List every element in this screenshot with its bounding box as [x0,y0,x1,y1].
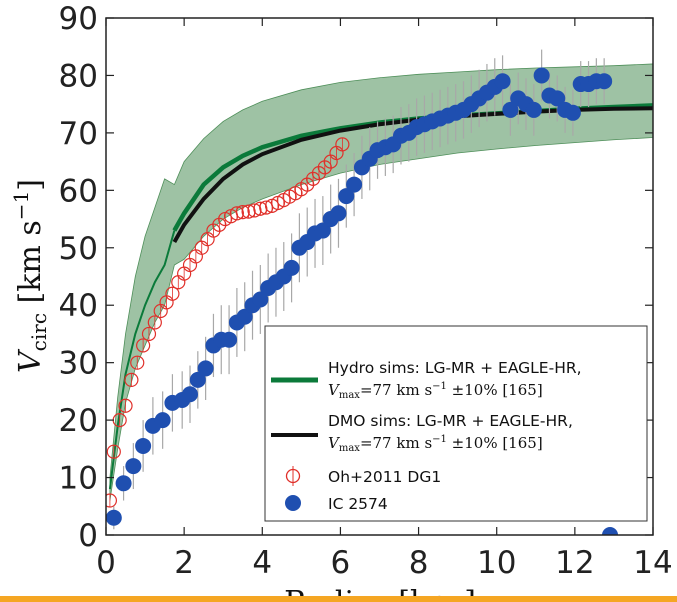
ic2574-point [236,308,253,325]
ic2574-point [283,259,300,276]
ic2574-point [338,188,355,205]
oh2011-point [147,315,162,330]
y-tick-label: 60 [59,173,98,209]
ic2574-point [125,458,142,475]
ic2574-point [221,331,238,348]
legend-hydro-label: Hydro sims: LG-MR + EAGLE-HR, [328,359,582,377]
legend-frame [264,325,648,522]
x-tick-label: 0 [96,545,116,581]
oh2011-point [136,338,151,353]
legend-ic2574-label: IC 2574 [328,495,388,513]
oh2011-point [118,398,133,413]
legend-dmo-label: DMO sims: LG-MR + EAGLE-HR, [328,412,573,430]
y-tick-label: 70 [59,116,98,152]
y-axis-title-subscript: circ [27,313,51,351]
legend: Hydro sims: LG-MR + EAGLE-HR, Vmax=77 km… [264,325,648,522]
y-axis-title-exponent: −1 [9,191,33,220]
ic2574-point [314,222,331,239]
y-axis-title-main: V [13,348,48,373]
y-tick-label: 0 [78,518,98,554]
oh2011-point [165,286,180,301]
x-tick-label: 14 [633,545,672,581]
oh2011-point [124,372,139,387]
ic2574-point [564,104,581,121]
ic2574-point [252,291,269,308]
x-tick-label: 4 [252,545,272,581]
ic2574-point [154,412,171,429]
ic2574-point [197,360,214,377]
ic2574-point [549,90,566,107]
y-axis-title: Vcirc [km s−1] [9,179,51,373]
ic2574-point [602,527,619,535]
y-tick-label: 40 [59,288,98,324]
oh2011-point [106,493,118,508]
ic2574-point [502,101,519,118]
plot-area [106,49,653,535]
x-tick-label: 6 [331,545,351,581]
x-tick-label: 2 [174,545,194,581]
ic2574-point [525,101,542,118]
hydro-line-inner [108,230,176,490]
axis-ticks: 0 2 4 6 8 10 12 14 0 10 20 30 40 50 60 70 80 90 [59,1,673,581]
bottom-accent-bar [0,596,677,602]
ic2574-point [330,205,347,222]
plot-frame [105,17,654,536]
y-tick-label: 90 [59,1,98,37]
ic2574-point [596,73,613,90]
oh2011-point [130,355,145,370]
ic2574-point [189,371,206,388]
ic2574-point [533,67,550,84]
legend-oh2011-label: Oh+2011 DG1 [328,468,441,486]
x-tick-label: 10 [477,545,516,581]
oh2011-point [141,326,157,342]
y-tick-label: 10 [59,461,98,497]
hydro-scatter-band [109,63,653,501]
y-axis-title-unit: [km s [13,220,48,313]
x-tick-label: 8 [409,545,429,581]
ic2574-point [115,475,132,492]
dmo-line [172,106,653,244]
ic2574-point [494,73,511,90]
y-tick-label: 80 [59,58,98,94]
y-tick-label: 20 [59,403,98,439]
y-axis-title-close: ] [13,179,48,191]
ic2574-point [106,509,122,526]
legend-hydro-sub: Vmax=77 km s−1 ±10% [165] [328,381,543,401]
ic2574-point [182,386,199,403]
legend-ic2574-marker [285,495,301,511]
ic2574-point [346,176,363,193]
oh2011-point [335,137,350,152]
y-tick-label: 50 [59,231,98,267]
y-tick-label: 30 [59,346,98,382]
x-tick-label: 12 [555,545,594,581]
legend-dmo-sub: Vmax=77 km s−1 ±10% [165] [328,434,543,454]
oh2011-point [106,444,121,459]
ic2574-point [135,437,152,454]
oh2011-point [235,205,250,220]
oh2011-point [229,206,244,221]
